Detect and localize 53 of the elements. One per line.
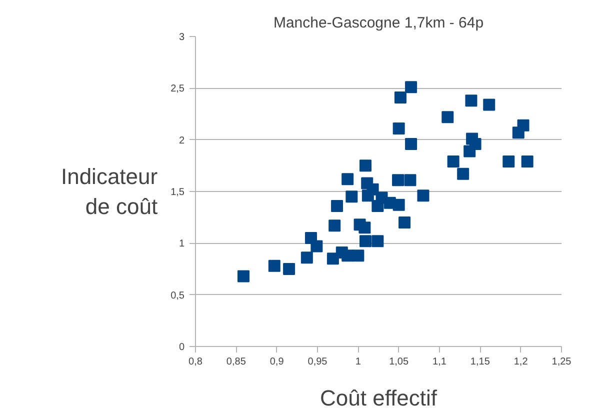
point xyxy=(394,91,406,104)
point xyxy=(483,98,496,111)
x-tick-label: 1,25 xyxy=(552,356,572,368)
point xyxy=(328,220,341,232)
chart-title: Manche-Gascogne 1,7km - 64p xyxy=(273,14,484,32)
point xyxy=(398,216,411,228)
point xyxy=(358,222,371,234)
point xyxy=(405,138,418,150)
point xyxy=(521,156,534,168)
y-tick-label: 2,5 xyxy=(170,84,185,95)
point xyxy=(404,174,416,186)
y-tick-label: 3 xyxy=(178,32,185,43)
point xyxy=(342,173,354,186)
point xyxy=(502,156,515,168)
point xyxy=(405,81,418,94)
point xyxy=(359,235,372,248)
point xyxy=(283,263,296,275)
point xyxy=(359,160,372,172)
point xyxy=(352,250,364,262)
x-tick-label: 0,9 xyxy=(270,356,284,368)
point xyxy=(517,119,530,132)
point xyxy=(417,190,430,202)
x-tick-label: 1 xyxy=(355,356,362,368)
y-axis-title: Indicateur de coût xyxy=(60,164,158,219)
x-tick-label: 0,85 xyxy=(226,356,246,368)
point xyxy=(392,174,404,186)
x-tick-label: 0,8 xyxy=(188,356,203,368)
y-tick-label: 1 xyxy=(178,238,185,250)
x-tick-label: 1,15 xyxy=(470,356,490,368)
y-tick-label: 0 xyxy=(178,342,185,353)
x-axis-title: Coût effectif xyxy=(320,386,438,410)
point xyxy=(268,260,280,272)
point xyxy=(331,200,344,212)
x-tick-label: 1,2 xyxy=(514,356,528,368)
point xyxy=(469,138,482,150)
point xyxy=(457,168,470,180)
y-tick-label: 0,5 xyxy=(170,290,185,302)
y-tick-label: 1,5 xyxy=(170,187,185,198)
point xyxy=(447,156,460,168)
x-tick-label: 0,95 xyxy=(308,356,328,368)
point xyxy=(392,198,405,211)
point xyxy=(442,111,454,124)
y-tick-label: 2 xyxy=(178,135,185,146)
point xyxy=(372,235,384,248)
point xyxy=(465,94,478,107)
x-tick-label: 1,05 xyxy=(389,356,410,368)
point xyxy=(237,270,250,282)
point xyxy=(392,122,405,134)
point xyxy=(346,190,358,203)
point xyxy=(366,183,379,196)
point xyxy=(300,252,313,264)
x-tick-label: 1,1 xyxy=(432,356,447,368)
point xyxy=(310,240,323,252)
